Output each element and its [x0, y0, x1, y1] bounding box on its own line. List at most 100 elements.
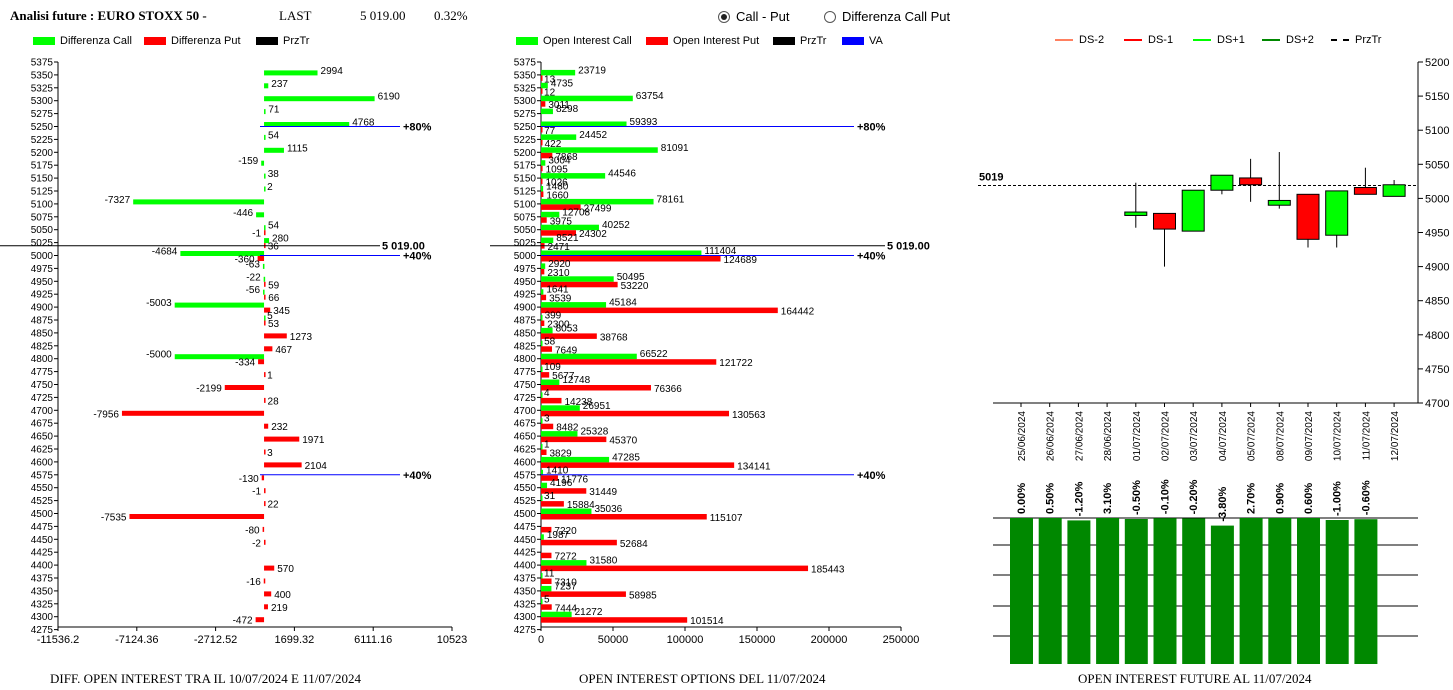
- radio-diff-call-put[interactable]: Differenza Call Put: [824, 9, 950, 24]
- change-percent: 0.32%: [434, 8, 468, 23]
- legend-label: Open Interest Call: [543, 35, 632, 47]
- przTr-label: 5 019.00: [887, 241, 930, 253]
- date-label: 01/07/2024: [1132, 411, 1143, 461]
- date-label: 25/06/2024: [1017, 411, 1028, 461]
- percent-bar: [1010, 518, 1033, 664]
- call-diff-bar: [174, 354, 265, 360]
- put-oi-label: 13: [544, 74, 556, 85]
- call-oi-label: 7237: [554, 581, 577, 592]
- strike-label: 4750: [31, 380, 54, 391]
- call-oi-label: 63754: [636, 91, 664, 102]
- put-diff-label: 345: [273, 306, 290, 317]
- strike-label: 4725: [31, 393, 54, 404]
- strike-label: 4650: [514, 432, 537, 443]
- put-oi-bar: [541, 488, 587, 494]
- legend-ds+2: DS+2: [1262, 34, 1314, 46]
- strike-label: 4775: [31, 367, 54, 378]
- legend-swatch: [33, 37, 55, 45]
- radio-call-put[interactable]: Call - Put: [718, 9, 789, 24]
- przTr-label: 5 019.00: [382, 241, 425, 253]
- date-label: 26/06/2024: [1046, 411, 1057, 461]
- put-diff-bar: [261, 475, 265, 481]
- strike-label: 4275: [514, 625, 537, 636]
- legend-line: [1055, 39, 1073, 41]
- call-diff-bar: [174, 302, 265, 308]
- percent-bar: [1182, 518, 1206, 664]
- percent-bar: [1038, 518, 1062, 664]
- strike-label: 5250: [31, 122, 54, 133]
- call-oi-label: 45184: [609, 298, 637, 309]
- candle-body: [1124, 211, 1148, 216]
- put-diff-label: -334: [235, 358, 255, 369]
- put-oi-label: 27499: [584, 203, 612, 214]
- call-oi-label: 47285: [612, 452, 640, 463]
- date-label: 08/07/2024: [1275, 411, 1286, 461]
- put-oi-bar: [541, 462, 735, 468]
- call-diff-label: 2: [267, 182, 273, 193]
- strike-label: 5350: [514, 70, 537, 81]
- date-label: 09/07/2024: [1304, 411, 1315, 461]
- put-oi-bar: [541, 372, 550, 378]
- strike-label: 5275: [514, 109, 537, 120]
- call-diff-bar: [262, 263, 265, 269]
- put-oi-label: 1095: [546, 165, 569, 176]
- call-oi-label: 399: [545, 311, 562, 322]
- call-oi-label: 1641: [546, 285, 569, 296]
- strike-label: 4925: [514, 290, 537, 301]
- strike-label: 5150: [31, 174, 54, 185]
- percent-label: 3.10%: [1102, 483, 1114, 514]
- put-diff-bar: [264, 539, 266, 545]
- radio-selected-icon[interactable]: [718, 10, 730, 23]
- put-oi-label: 3975: [550, 216, 573, 227]
- call-oi-bar: [541, 160, 546, 166]
- legend-swatch: [516, 37, 538, 45]
- put-diff-bar: [129, 514, 265, 519]
- strike-label: 4875: [514, 316, 537, 327]
- call-oi-label: 3: [544, 414, 550, 425]
- put-diff-bar: [263, 578, 266, 584]
- percent-bar: [1325, 520, 1349, 664]
- call-oi-bar: [541, 611, 572, 618]
- last-price-label: 5019: [979, 171, 1003, 183]
- put-oi-bar: [541, 256, 721, 262]
- put-diff-bar: [257, 256, 265, 261]
- strike-label: 5075: [514, 212, 537, 223]
- call-diff-label: 54: [268, 221, 280, 232]
- call-diff-label: 237: [271, 79, 288, 90]
- put-diff-bar: [264, 462, 302, 468]
- candle-body: [1210, 174, 1234, 191]
- radio-unselected-icon[interactable]: [824, 10, 836, 23]
- put-oi-bar: [541, 475, 558, 481]
- put-oi-bar: [541, 565, 809, 572]
- put-oi-label: 3539: [549, 294, 572, 305]
- strike-label: 4725: [514, 393, 537, 404]
- x-tick-label: 100000: [667, 634, 704, 646]
- call-oi-bar: [541, 392, 543, 398]
- legend-label: PrzTr: [283, 35, 310, 47]
- y-tick-label: 5100: [1425, 125, 1449, 137]
- strike-label: 4900: [31, 303, 54, 314]
- call-oi-label: 21272: [575, 607, 603, 618]
- put-oi-label: 7444: [555, 603, 578, 614]
- put-oi-label: 7868: [555, 152, 578, 163]
- percent-label: 0.50%: [1045, 483, 1057, 514]
- put-diff-label: -16: [246, 577, 261, 588]
- va-marker-label: +40%: [403, 251, 432, 263]
- call-oi-bar: [541, 250, 702, 256]
- strike-label: 5125: [31, 187, 54, 198]
- call-diff-label: 2994: [321, 66, 344, 77]
- strike-label: 4675: [514, 419, 537, 430]
- put-oi-label: 15884: [567, 500, 595, 511]
- strike-label: 5000: [31, 251, 54, 262]
- put-oi-bar: [541, 423, 554, 430]
- y-tick-label: 5150: [1425, 91, 1449, 103]
- call-diff-bar: [264, 315, 266, 321]
- call-diff-bar: [261, 160, 265, 166]
- candle-body: [1239, 177, 1263, 186]
- call-oi-bar: [541, 573, 543, 579]
- legend-swatch: [773, 37, 795, 45]
- call-oi-bar: [541, 237, 554, 244]
- call-oi-bar: [541, 276, 614, 282]
- put-diff-bar: [264, 565, 275, 571]
- call-diff-bar: [264, 225, 266, 231]
